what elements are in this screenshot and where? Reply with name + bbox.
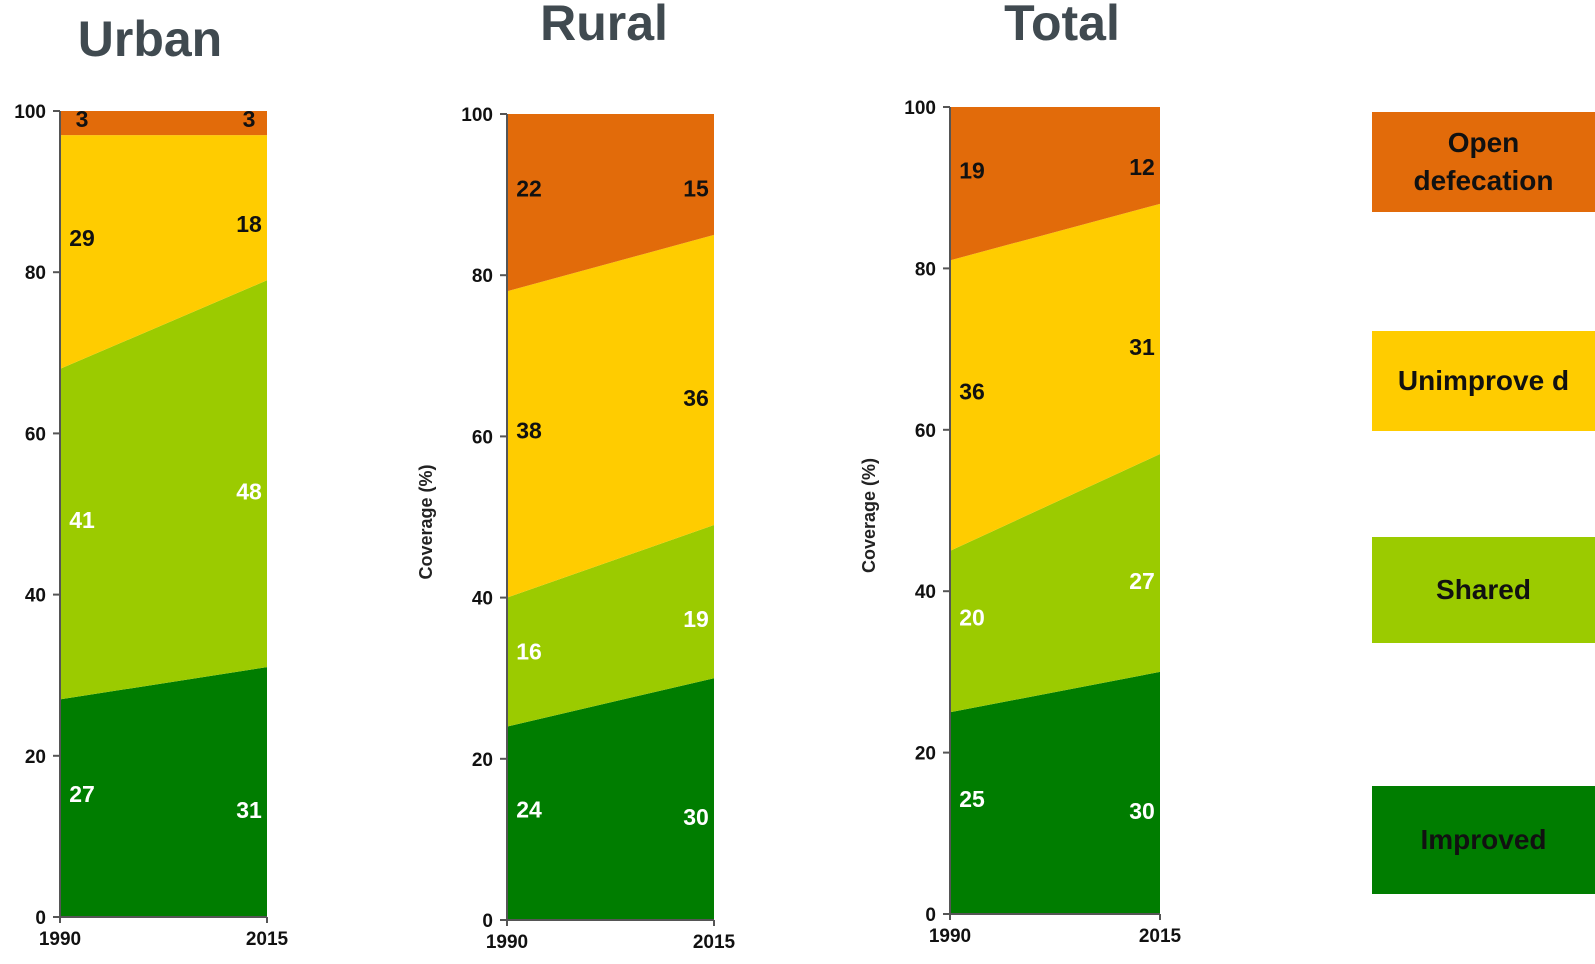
chart-1-open_defecation-label-2015: 15	[683, 175, 709, 201]
chart-1-open_defecation-label-1990: 22	[516, 176, 542, 202]
chart-1-shared-area	[507, 525, 714, 727]
chart-0-shared-label-1990: 41	[69, 507, 95, 533]
chart-1-improved-label-1990: 24	[516, 796, 542, 822]
chart-0-improved-label-2015: 31	[236, 797, 262, 823]
chart-1-y-tick-label-80: 80	[472, 266, 493, 287]
legend-unimproved: Unimprove d	[1372, 331, 1595, 431]
legend-open-defecation: Open defecation	[1372, 112, 1595, 212]
chart-2-open_defecation-label-1990: 19	[959, 157, 985, 183]
chart-0-unimproved-area	[60, 135, 267, 369]
chart-2-improved-area	[950, 671, 1160, 914]
chart-2-y-tick-label-40: 40	[915, 582, 936, 603]
legend-shared: Shared	[1372, 537, 1595, 643]
chart-0-open_defecation-label-2015: 3	[243, 106, 256, 132]
chart-1-x-tick-label-2015: 2015	[693, 932, 736, 953]
chart-1-improved-label-2015: 30	[683, 804, 709, 830]
chart-1-y-tick-label-60: 60	[472, 427, 493, 448]
chart-0-shared-label-2015: 48	[236, 479, 262, 505]
chart-2-open_defecation-label-2015: 12	[1129, 154, 1155, 180]
chart-2-shared-label-1990: 20	[959, 605, 985, 631]
chart-1-unimproved-label-1990: 38	[516, 417, 542, 443]
chart-title-urban: Urban	[77, 11, 223, 67]
chart-2-unimproved-label-1990: 36	[959, 379, 985, 405]
chart-0-y-tick-label-80: 80	[25, 263, 46, 284]
chart-1-improved-area	[507, 678, 714, 920]
chart-2-open_defecation-area	[950, 107, 1160, 261]
chart-2-x-tick-label-1990: 1990	[929, 926, 971, 947]
chart-0-improved-area	[60, 667, 267, 917]
chart-0-unimproved-label-1990: 29	[69, 225, 95, 251]
chart-0-y-tick-label-40: 40	[25, 586, 46, 607]
chart-2-improved-label-1990: 25	[959, 786, 985, 812]
chart-2-y-tick-label-20: 20	[915, 744, 936, 765]
chart-1-y-tick-label-40: 40	[472, 589, 493, 610]
legend-improved: Improved	[1372, 786, 1595, 894]
chart-2-y-tick-label-100: 100	[904, 98, 936, 119]
chart-1-shared-label-1990: 16	[516, 638, 542, 664]
chart-title-total: Total	[1004, 0, 1120, 51]
chart-2-improved-label-2015: 30	[1129, 798, 1155, 824]
chart-1-y-axis-label: Coverage (%)	[416, 464, 436, 579]
chart-1-y-tick-label-0: 0	[482, 911, 493, 932]
chart-0-y-tick-label-60: 60	[25, 424, 46, 445]
chart-2-y-axis-label: Coverage (%)	[859, 458, 879, 573]
chart-0-x-tick-label-2015: 2015	[246, 929, 289, 950]
chart-2-y-tick-label-60: 60	[915, 421, 936, 442]
chart-1-open_defecation-area	[507, 114, 714, 292]
chart-2-unimproved-label-2015: 31	[1129, 334, 1155, 360]
chart-1-unimproved-label-2015: 36	[683, 385, 709, 411]
chart-0-shared-area	[60, 280, 267, 700]
chart-2-y-tick-label-80: 80	[915, 259, 936, 280]
chart-2-shared-label-2015: 27	[1129, 568, 1155, 594]
chart-2-x-tick-label-2015: 2015	[1139, 926, 1182, 947]
chart-2-unimproved-area	[950, 203, 1160, 551]
chart-0-open_defecation-area	[60, 111, 267, 136]
chart-0-y-tick-label-0: 0	[35, 908, 46, 929]
chart-1-y-tick-label-100: 100	[461, 105, 493, 126]
chart-0-improved-label-1990: 27	[69, 781, 95, 807]
chart-title-rural: Rural	[540, 0, 668, 51]
chart-0-open_defecation-label-1990: 3	[76, 106, 89, 132]
chart-1-shared-label-2015: 19	[683, 606, 709, 632]
chart-0-y-tick-label-20: 20	[25, 747, 46, 768]
chart-2-y-tick-label-0: 0	[925, 905, 936, 926]
chart-0-unimproved-label-2015: 18	[236, 211, 262, 237]
chart-0-x-tick-label-1990: 1990	[39, 929, 81, 950]
chart-1-unimproved-area	[507, 234, 714, 598]
chart-0-y-tick-label-100: 100	[14, 102, 46, 123]
chart-1-x-tick-label-1990: 1990	[486, 932, 528, 953]
chart-1-y-tick-label-20: 20	[472, 750, 493, 771]
chart-2-shared-area	[950, 454, 1160, 713]
